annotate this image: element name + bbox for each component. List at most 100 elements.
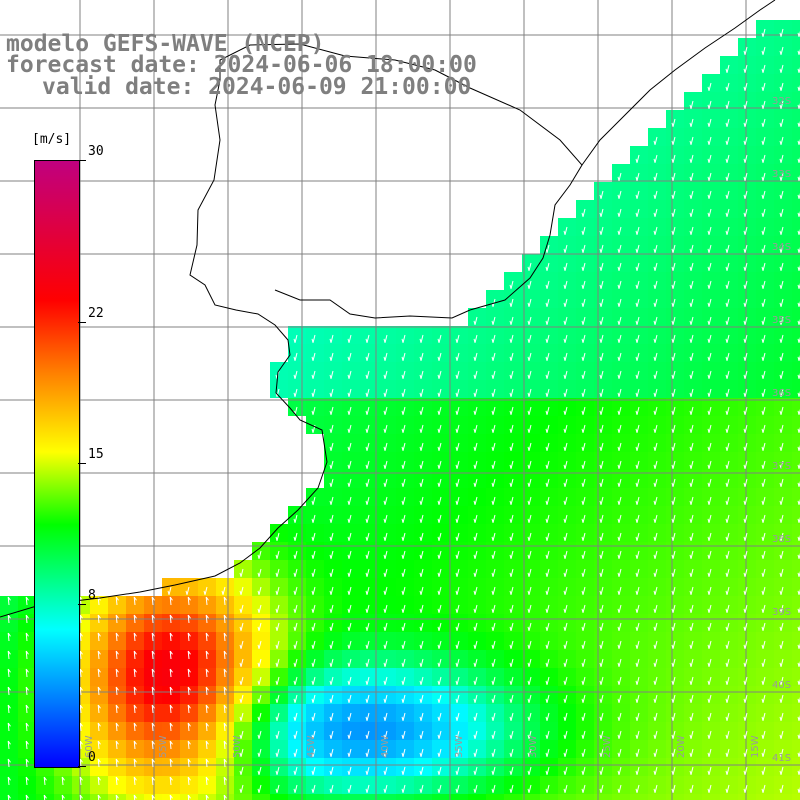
wind-arrow-head [545,392,548,397]
wind-arrow [708,730,712,739]
wind-arrow-head [419,608,422,613]
wind-arrow [726,352,730,361]
wind-arrow [582,334,586,343]
wind-arrow-head [329,716,332,721]
wind-arrow [330,370,334,379]
wind-arrow-head [563,626,566,631]
wind-arrow-head [329,608,332,613]
wind-arrow-head [401,590,404,595]
wind-arrow-head [599,338,602,343]
wind-arrow-head [743,446,746,451]
wind-arrow-head [563,338,566,343]
wind-arrow [708,208,712,217]
wind-arrow [330,658,334,667]
wind-arrow-head [275,644,278,649]
wind-arrow-head [743,104,746,109]
wind-arrow-head [671,608,674,613]
wind-arrow [672,280,676,289]
wind-arrow-head [599,230,602,235]
wind-arrow [798,228,800,235]
wind-arrow [654,352,658,361]
wind-arrow [762,748,766,757]
wind-arrow-head [151,614,155,619]
wind-arrow [366,730,370,739]
wind-arrow [240,730,244,739]
wind-arrow [492,604,496,613]
wind-arrow [780,244,784,253]
wind-arrow-head [115,632,119,637]
wind-arrow [582,280,586,289]
wind-arrow [762,64,766,73]
wind-arrow-head [239,662,242,667]
wind-arrow-head [635,284,638,289]
wind-arrow [744,370,748,379]
wind-arrow-head [293,518,296,523]
wind-arrow [384,568,388,577]
wind-arrow [690,568,694,577]
wind-arrow-head [401,428,404,433]
wind-arrow [438,442,442,451]
wind-arrow [708,586,712,595]
wind-arrow-head [725,320,728,325]
wind-arrow [366,694,370,703]
wind-arrow [492,658,496,667]
wind-arrow [474,604,478,613]
speed-cell [792,776,800,794]
wind-arrow [690,514,694,523]
speed-cell [774,794,792,800]
wind-arrow-head [563,464,566,469]
wind-arrow-head [133,704,137,709]
wind-arrow-head [455,662,458,667]
wind-arrow-head [473,392,476,397]
wind-arrow-head [599,428,602,433]
wind-arrow [25,758,28,768]
wind-arrow-head [797,644,800,649]
wind-arrow [564,244,568,253]
wind-arrow [726,82,730,91]
wind-arrow [582,496,586,505]
wind-arrow [43,794,46,800]
latitude-label: 37S [772,461,791,472]
wind-arrow [654,136,658,145]
wind-arrow-head [779,662,782,667]
wind-arrow-head [401,464,404,469]
wind-arrow-head [779,410,782,415]
wind-arrow-head [365,644,368,649]
wind-arrow-head [617,230,620,235]
wind-arrow [744,172,748,181]
wind-arrow-head [473,572,476,577]
wind-arrow [438,586,442,595]
wind-arrow [187,614,190,624]
wind-arrow-head [779,86,782,91]
wind-arrow [205,776,208,786]
wind-arrow [690,298,694,307]
wind-arrow-head [275,734,278,739]
wind-arrow-head [151,632,155,637]
wind-arrow-head [707,302,710,307]
wind-arrow [510,586,514,595]
speed-cell [792,110,800,128]
speed-cell [576,794,594,800]
wind-arrow-head [7,686,11,691]
wind-arrow-head [743,572,746,577]
wind-arrow [744,586,748,595]
wind-arrow-head [383,662,386,667]
wind-arrow [510,766,514,775]
wind-arrow [294,658,298,667]
wind-arrow-head [725,86,728,91]
wind-arrow [744,280,748,289]
speed-cell [630,794,648,800]
wind-arrow [762,100,766,109]
wind-arrow-head [401,410,404,415]
wind-arrow [79,740,82,750]
wind-arrow-head [223,632,227,637]
wind-arrow [762,28,766,37]
wind-arrow-head [133,794,137,799]
wind-arrow [438,460,442,469]
wind-arrow [780,316,784,325]
wind-arrow [582,514,586,523]
wind-arrow [169,776,172,786]
wind-arrow-head [725,752,728,757]
wind-arrow-head [743,230,746,235]
wind-arrow [690,352,694,361]
